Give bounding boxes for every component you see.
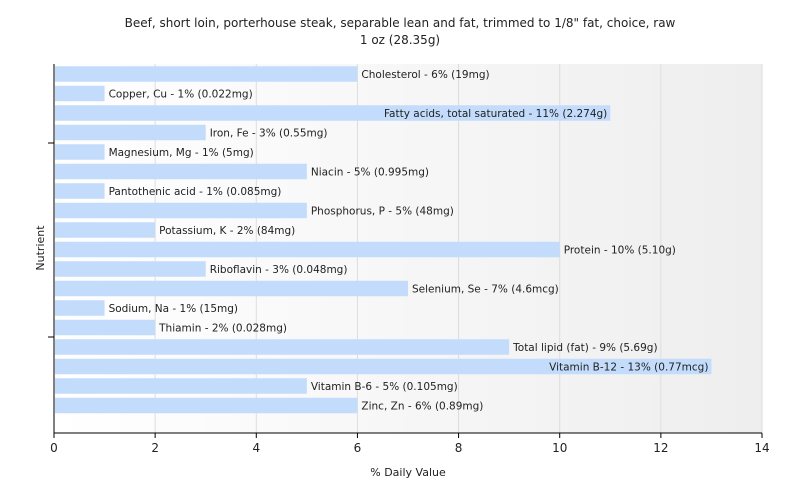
bar-label: Zinc, Zn - 6% (0.89mg) — [361, 401, 483, 413]
bar — [55, 241, 560, 258]
bar-label: Selenium, Se - 7% (4.6mcg) — [412, 284, 559, 296]
bar — [55, 85, 105, 102]
bar-label: Vitamin B-12 - 13% (0.77mcg) — [549, 362, 708, 374]
bar — [55, 222, 156, 238]
x-tick-label: 14 — [754, 441, 769, 455]
bar-label: Iron, Fe - 3% (0.55mg) — [210, 128, 328, 140]
bar — [55, 378, 307, 394]
bar — [55, 280, 408, 297]
x-tick-label: 8 — [455, 441, 463, 455]
x-tick-label: 2 — [151, 441, 159, 455]
bar-label: Riboflavin - 3% (0.048mg) — [210, 264, 348, 276]
axes: 0 2 4 6 8 10 12 14 — [48, 64, 770, 455]
bar-label: Total lipid (fat) - 9% (5.69g) — [512, 342, 657, 354]
bar — [55, 300, 105, 316]
bar — [55, 163, 307, 180]
bar-label: Copper, Cu - 1% (0.022mg) — [109, 89, 253, 101]
bar — [55, 358, 712, 375]
bar — [55, 124, 206, 141]
bar-label: Magnesium, Mg - 1% (5mg) — [109, 147, 254, 159]
bar-label: Potassium, K - 2% (84mg) — [159, 225, 295, 237]
bar — [55, 202, 307, 219]
chart-subtitle: 1 oz (28.35g) — [360, 33, 440, 47]
x-tick-label: 6 — [354, 441, 362, 455]
bar — [55, 183, 105, 199]
bar — [55, 397, 358, 414]
bar-label: Thiamin - 2% (0.028mg) — [158, 323, 287, 335]
y-axis-label: Nutrient — [34, 225, 47, 271]
bar — [55, 339, 510, 355]
bar — [55, 105, 611, 121]
bars: Cholesterol - 6% (19mg) Copper, Cu - 1% (… — [55, 66, 712, 414]
bar-label: Phosphorus, P - 5% (48mg) — [311, 206, 454, 218]
x-tick-label: 4 — [252, 441, 260, 455]
bar-label: Fatty acids, total saturated - 11% (2.27… — [384, 108, 607, 120]
x-tick-label: 0 — [50, 441, 58, 455]
bar — [55, 66, 358, 82]
bar-label: Protein - 10% (5.10g) — [564, 245, 676, 257]
bar-label: Niacin - 5% (0.995mg) — [311, 167, 429, 179]
bar-label: Pantothenic acid - 1% (0.085mg) — [109, 186, 282, 198]
x-tick-label: 12 — [653, 441, 668, 455]
bar-label: Vitamin B-6 - 5% (0.105mg) — [311, 381, 458, 393]
x-tick-label: 10 — [552, 441, 567, 455]
chart-title: Beef, short loin, porterhouse steak, sep… — [125, 16, 676, 30]
bar-label: Cholesterol - 6% (19mg) — [361, 69, 489, 81]
x-axis-label: % Daily Value — [370, 466, 446, 479]
bar — [55, 261, 206, 277]
bar — [55, 144, 105, 160]
bar-label: Sodium, Na - 1% (15mg) — [109, 303, 238, 315]
bar — [55, 319, 156, 336]
